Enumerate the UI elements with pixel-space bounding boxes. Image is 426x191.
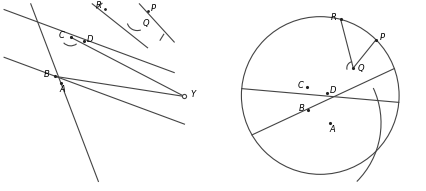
Text: P: P (151, 4, 156, 13)
Text: C: C (297, 81, 303, 90)
Text: C: C (58, 31, 64, 40)
Text: R: R (330, 13, 335, 22)
Text: R: R (95, 1, 101, 10)
Text: B: B (44, 70, 50, 79)
Text: D: D (87, 35, 93, 44)
Text: Q: Q (142, 19, 149, 28)
Text: P: P (379, 33, 384, 42)
Text: D: D (329, 86, 336, 96)
Text: Y: Y (190, 90, 195, 99)
Text: Q: Q (357, 64, 363, 73)
Text: B: B (298, 104, 304, 113)
Text: A: A (60, 85, 65, 94)
Text: A: A (328, 125, 334, 134)
